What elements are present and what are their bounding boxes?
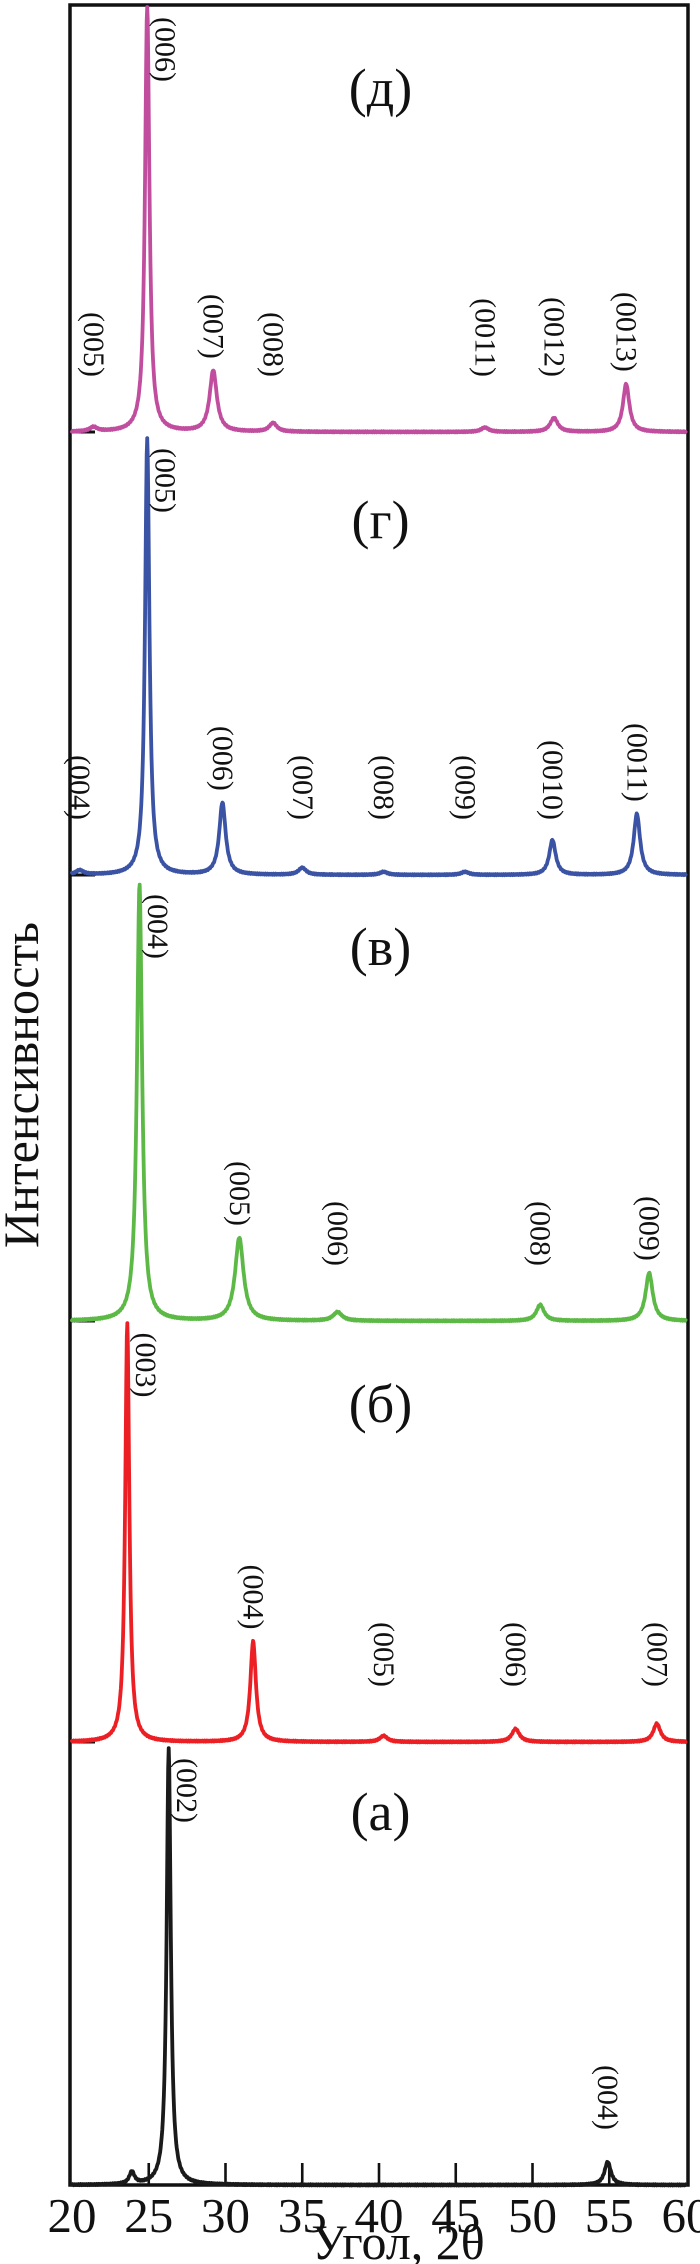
diffraction-trace — [70, 436, 688, 878]
panel-letter: (д) — [349, 58, 412, 118]
peak-label: (005) — [223, 1161, 256, 1226]
peak-label: (008) — [524, 1201, 557, 1266]
x-tick-label: 45 — [431, 2188, 480, 2243]
x-tick-label: 35 — [278, 2188, 327, 2243]
peak-label: (009) — [448, 755, 481, 820]
peak-label: (008) — [257, 312, 290, 377]
x-tick-label: 50 — [508, 2188, 557, 2243]
x-tick-label: 30 — [201, 2188, 250, 2243]
peak-label: (004) — [141, 894, 174, 959]
peak-label: (0011) — [468, 298, 501, 377]
plot-frame — [68, 3, 690, 2187]
peak-label: (006) — [499, 1622, 532, 1687]
x-tick-label: 20 — [48, 2188, 97, 2243]
panel-letter: (г) — [351, 490, 409, 550]
peak-label: (002) — [170, 1758, 203, 1823]
panel-letter: (б) — [349, 1374, 412, 1434]
peak-label: (0013) — [610, 292, 643, 372]
peak-label: (006) — [321, 1201, 354, 1266]
peak-label: (007) — [197, 294, 230, 359]
x-tick-label: 60 — [662, 2188, 700, 2243]
peak-label: (003) — [129, 1332, 162, 1397]
peak-label: (0012) — [537, 297, 570, 377]
peak-label: (004) — [63, 755, 96, 820]
peak-label: (0011) — [620, 723, 653, 802]
peak-label: (008) — [367, 755, 400, 820]
diffraction-trace — [70, 882, 688, 1324]
diffraction-trace — [70, 1746, 688, 2188]
peak-label: (005) — [367, 1622, 400, 1687]
y-axis-title: Интенсивность — [0, 922, 49, 1248]
diffraction-trace — [70, 1321, 688, 1745]
panel-letter: (в) — [350, 917, 411, 977]
peak-label: (009) — [633, 1196, 666, 1261]
peak-label: (006) — [206, 726, 239, 791]
peak-label: (005) — [149, 448, 182, 513]
peak-label: (005) — [77, 312, 110, 377]
x-axis-title: Угол, 2θ — [311, 2214, 485, 2264]
peak-label: (004) — [591, 2065, 624, 2130]
x-tick-label: 40 — [355, 2188, 404, 2243]
peak-label: (007) — [640, 1622, 673, 1687]
x-tick-label: 25 — [124, 2188, 173, 2243]
peak-label: (007) — [286, 755, 319, 820]
peak-label: (006) — [149, 17, 182, 82]
peak-label: (004) — [237, 1565, 270, 1630]
x-tick-label: 55 — [585, 2188, 634, 2243]
panel-letter: (а) — [351, 1782, 411, 1842]
peak-label: (0010) — [536, 740, 569, 820]
diffraction-trace — [70, 5, 688, 435]
